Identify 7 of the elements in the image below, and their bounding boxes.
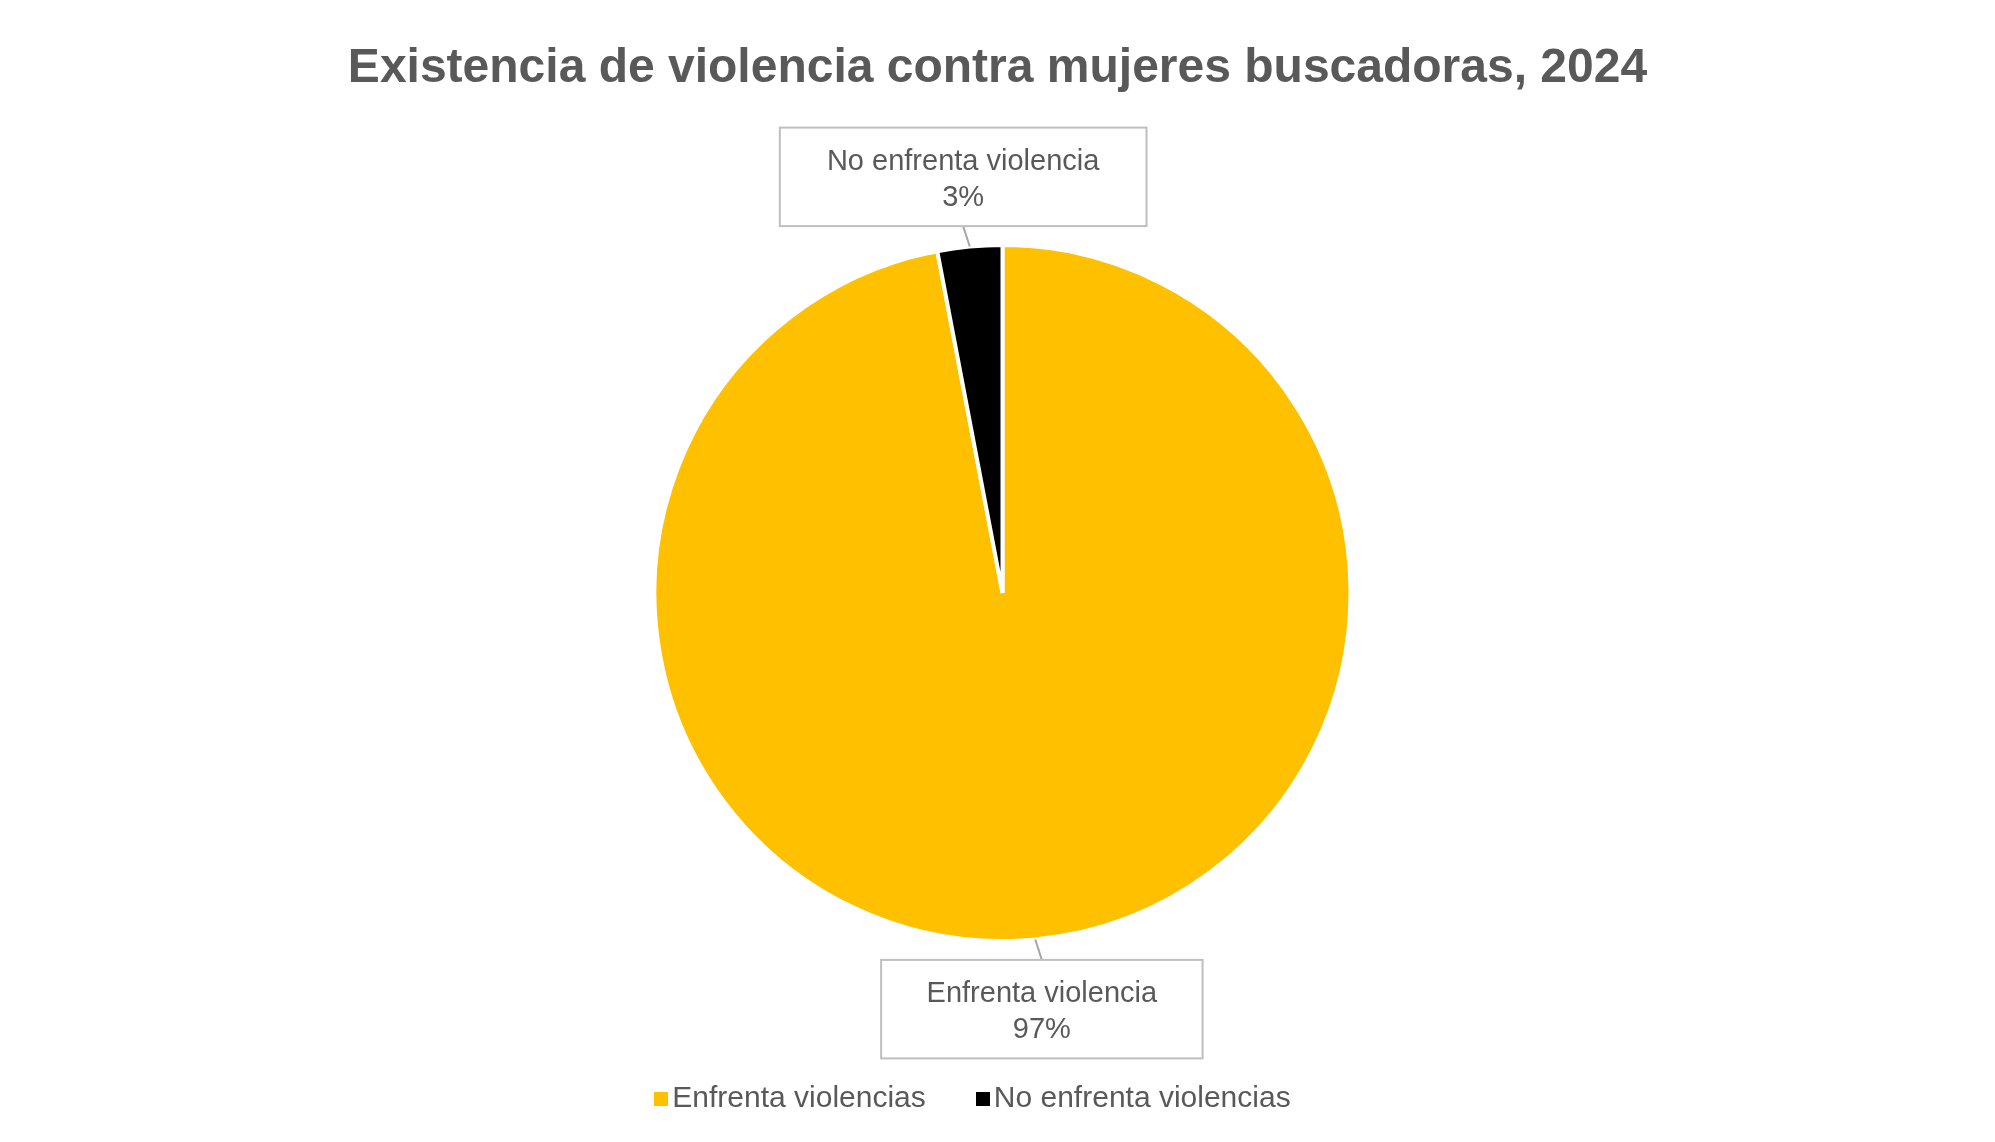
legend-label: No enfrenta violencias [993, 1080, 1291, 1113]
legend-label: Enfrenta violencias [672, 1080, 926, 1113]
data-label: 97% [1012, 1012, 1071, 1045]
text: Enfrenta violencia [926, 975, 1158, 1008]
text: No enfrenta violencia [826, 143, 1101, 176]
data-label: 3% [942, 179, 985, 212]
chart-title: Existencia de violencia contra mujeres buscadoras, 2024 [346, 38, 1649, 94]
